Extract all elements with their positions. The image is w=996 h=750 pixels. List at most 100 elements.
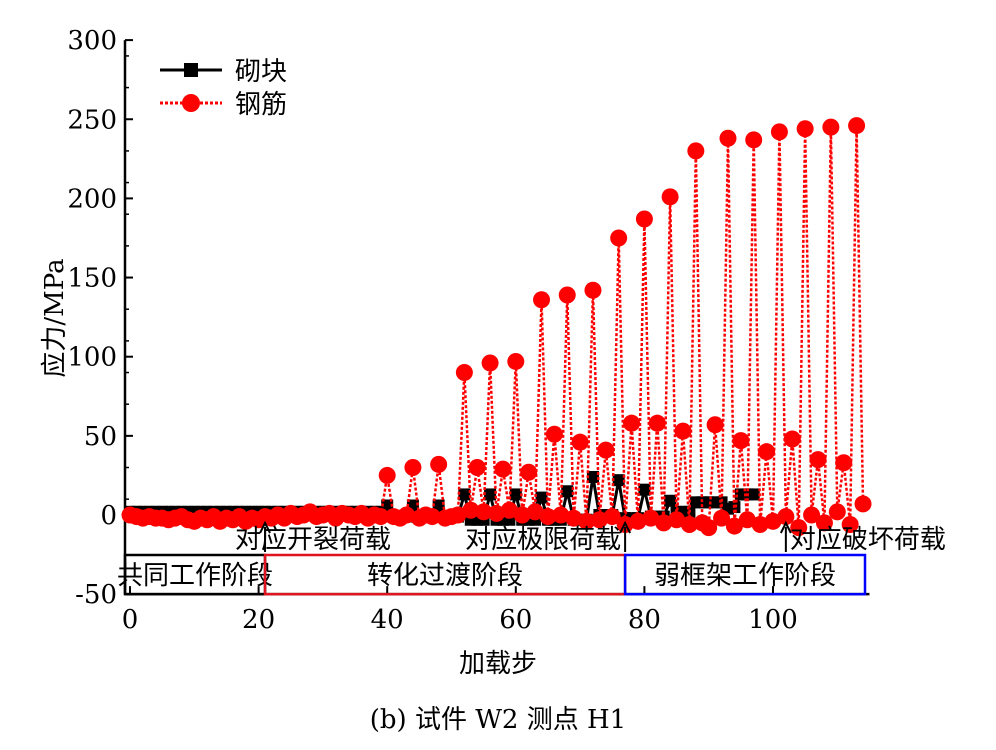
x-tick-label: 0 [122,605,139,635]
y-tick-label: 50 [84,422,117,452]
data-point-rebar [623,414,641,432]
data-point-rebar [430,455,448,473]
stage-label: 弱框架工作阶段 [654,561,836,591]
data-point-block [188,505,201,518]
data-point-rebar [565,509,583,527]
data-point-rebar [828,503,846,521]
data-point-rebar [738,511,756,529]
y-tick-label: 200 [67,184,117,214]
data-point-rebar [468,459,486,477]
data-point-rebar [713,509,731,527]
data-point-rebar [835,454,853,472]
data-point-rebar [590,511,608,529]
data-point-rebar [790,519,808,537]
data-point-rebar [848,117,866,135]
y-tick-label: -50 [75,580,117,610]
data-point-rebar [751,515,769,533]
data-point-rebar [770,123,788,141]
data-point-rebar [854,495,872,513]
data-point-block [458,488,471,501]
data-point-block [381,499,394,512]
data-point-block [535,491,548,504]
data-point-rebar [758,443,776,461]
legend-label-rebar: 钢筋 [235,90,287,120]
data-point-block [561,485,574,498]
data-point-block [432,499,445,512]
data-point-rebar [764,512,782,530]
data-point-rebar [841,515,859,533]
data-point-rebar [674,422,692,440]
data-point-rebar [513,506,531,524]
data-point-rebar [725,517,743,535]
data-point-block [586,471,599,484]
data-point-rebar [648,414,666,432]
stage-box [623,553,867,596]
data-point-rebar [455,364,473,382]
data-point-rebar [578,512,596,530]
data-point-rebar [494,460,512,478]
legend-label-block: 砌块 [235,57,287,87]
y-tick-label: 250 [67,105,117,135]
data-point-rebar [475,503,493,521]
data-point-rebar [397,506,415,524]
legend-marker-rebar [182,94,200,112]
y-tick-label: 150 [67,264,117,294]
data-point-block [509,488,522,501]
stage-label: 转化过渡阶段 [367,561,523,591]
data-point-rebar [700,519,718,537]
data-point-rebar [668,511,686,529]
data-point-rebar [500,501,518,519]
data-point-rebar [571,433,589,451]
y-tick-label: 100 [67,343,117,373]
data-point-rebar [481,354,499,372]
data-point-rebar [423,508,441,526]
chart-caption: (b) 试件 W2 测点 H1 [370,705,626,735]
data-point-rebar [803,506,821,524]
data-point-rebar [378,466,396,484]
data-point-rebar [539,508,557,526]
data-point-rebar [822,118,840,136]
data-point-rebar [526,503,544,521]
data-point-rebar [507,352,525,370]
x-tick-label: 40 [371,605,404,635]
data-point-rebar [796,120,814,138]
annotation-label: 对应极限荷载 [465,525,621,555]
arrowhead-icon [259,520,271,534]
data-point-block [638,483,651,496]
data-point-block [747,488,760,501]
y-tick-label: 300 [67,26,117,56]
data-point-rebar [533,291,551,309]
data-point-block [721,502,734,515]
data-point-rebar [687,142,705,160]
data-point-rebar [520,463,538,481]
data-point-rebar [815,514,833,532]
data-point-rebar [635,210,653,228]
y-axis-label: 应力/MPa [40,258,70,377]
data-point-rebar [629,512,647,530]
arrowhead-icon [619,520,632,534]
data-point-rebar [584,281,602,299]
annotation-label: 对应破坏荷载 [790,525,946,555]
data-point-rebar [545,425,563,443]
data-point-rebar [558,286,576,304]
data-point-rebar [809,451,827,469]
data-point-rebar [777,508,795,526]
data-point-rebar [372,508,390,526]
data-point-rebar [597,441,615,459]
data-point-rebar [610,229,628,247]
annotation-label: 对应开裂荷载 [235,525,391,555]
arrowhead-icon [779,520,792,534]
data-point-rebar [404,459,422,477]
data-point-rebar [603,508,621,526]
data-point-rebar [706,416,724,434]
x-tick-label: 80 [628,605,661,635]
data-point-rebar [732,432,750,450]
data-point-block [484,488,497,501]
x-tick-label: 60 [499,605,532,635]
x-axis-label: 加载步 [459,649,537,679]
data-point-rebar [719,129,737,147]
data-point-block [676,505,689,518]
data-point-block [612,474,625,487]
